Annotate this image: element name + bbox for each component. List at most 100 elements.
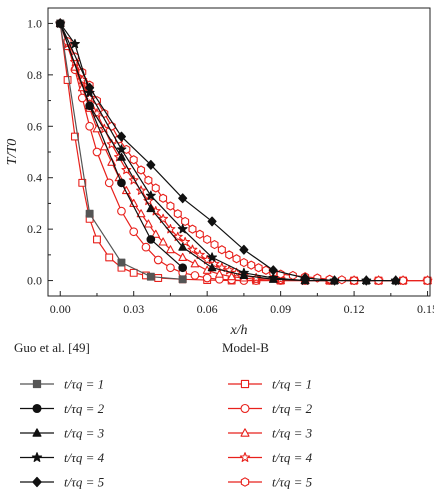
- legend-marker: [240, 428, 250, 437]
- model-b-point: [141, 242, 151, 252]
- model-b-point: [195, 229, 204, 239]
- model-b-point: [180, 236, 191, 247]
- guo-point: [361, 275, 371, 286]
- guo-point: [146, 272, 155, 281]
- x-axis-label: x/h: [229, 323, 247, 338]
- model-b-point: [188, 224, 197, 234]
- model-b-point: [399, 276, 408, 286]
- model-b-point: [129, 155, 138, 165]
- model-b-point: [136, 209, 146, 218]
- model-b-point: [166, 263, 175, 273]
- series-layer: [55, 18, 433, 286]
- guo-series: [55, 18, 401, 286]
- model-b-point: [239, 258, 248, 268]
- legend: Guo et al. [49] t/τq = 1 t/τq = 2 t/τq = 3 t…: [14, 340, 313, 490]
- guo-point: [178, 263, 188, 273]
- legend-marker: [239, 452, 251, 462]
- model-b-series: [55, 19, 432, 285]
- model-b-point: [254, 263, 263, 273]
- legend-marker: [32, 476, 42, 488]
- model-b-point: [166, 245, 175, 254]
- legend-group-title: Guo et al. [49]: [14, 340, 90, 355]
- guo-point: [145, 190, 156, 200]
- guo-point: [116, 131, 127, 142]
- model-b-point: [144, 219, 153, 228]
- axes: 0.00 0.03 0.06 0.09 0.12 0.15 0.0 0.2 0.4 0.6 0.8 1…: [5, 7, 434, 338]
- guo-point: [85, 101, 94, 110]
- guo-point: [146, 204, 156, 213]
- model-b-point: [117, 206, 126, 216]
- y-tick-label: 0.8: [27, 68, 42, 82]
- guo-series-line: [59, 23, 396, 282]
- model-b-point: [129, 268, 138, 277]
- guo-point: [117, 152, 126, 161]
- model-b-point: [106, 139, 117, 149]
- legend-marker: [32, 428, 42, 437]
- guo-point: [268, 272, 279, 283]
- y-tick-label: 0.4: [27, 171, 42, 185]
- legend-marker: [31, 452, 43, 462]
- model-b-point: [166, 201, 175, 211]
- y-tick-label: 0.6: [27, 119, 42, 133]
- legend-marker: [240, 477, 250, 487]
- model-b-point: [187, 244, 198, 254]
- guo-point: [85, 82, 95, 93]
- model-b-point: [190, 271, 200, 280]
- x-tick-label: 0.09: [270, 302, 291, 316]
- model-b-point: [137, 165, 146, 175]
- model-b-point: [194, 249, 205, 260]
- model-b-point: [158, 213, 169, 224]
- guo-point: [116, 144, 127, 154]
- guo-series: [55, 18, 401, 285]
- model-b-point: [209, 258, 220, 269]
- legend-label: t/τq = 5: [272, 475, 313, 490]
- model-b-point: [85, 121, 94, 131]
- guo-point: [300, 273, 310, 283]
- legend-group-title: Model-B: [222, 340, 269, 355]
- guo-point: [177, 223, 188, 234]
- guo-point: [329, 275, 340, 286]
- model-b-series: [55, 18, 432, 285]
- model-b-series-line: [59, 23, 428, 282]
- guo-point: [178, 275, 187, 284]
- legend-label: t/τq = 2: [64, 401, 105, 416]
- guo-point: [117, 178, 126, 188]
- model-b-series-line: [59, 23, 428, 282]
- y-tick-label: 0.2: [27, 222, 42, 236]
- guo-point: [85, 209, 94, 218]
- guo-point: [146, 159, 156, 170]
- legend-label: t/τq = 3: [64, 426, 105, 441]
- model-b-point: [210, 240, 219, 250]
- guo-point: [207, 252, 217, 262]
- guo-point: [178, 242, 188, 251]
- guo-point: [117, 258, 126, 267]
- model-b-point: [159, 193, 168, 203]
- model-b-point: [423, 276, 432, 286]
- model-b-point: [105, 253, 114, 262]
- model-b-point: [92, 147, 102, 157]
- model-b-point: [128, 175, 139, 185]
- model-b-series-line: [59, 23, 428, 282]
- model-b-point: [151, 229, 161, 238]
- guo-point: [146, 235, 156, 244]
- model-b-point: [202, 273, 212, 283]
- model-b-point: [121, 164, 132, 175]
- guo-point: [391, 275, 401, 286]
- model-b-point: [337, 275, 346, 285]
- model-b-point: [247, 260, 256, 270]
- x-tick-label: 0.00: [50, 302, 71, 316]
- guo-point: [268, 265, 278, 276]
- model-b-point: [217, 245, 226, 255]
- model-b-point: [93, 235, 101, 244]
- legend-label: t/τq = 1: [272, 377, 312, 392]
- y-axis-label: T/T0: [5, 139, 20, 165]
- model-b-series: [56, 19, 432, 285]
- legend-marker: [240, 403, 250, 414]
- legend-label: t/τq = 1: [64, 377, 104, 392]
- guo-point: [178, 193, 188, 204]
- legend-label: t/τq = 4: [272, 450, 313, 465]
- model-b-point: [178, 252, 188, 261]
- model-b-point: [203, 234, 212, 244]
- model-b-point: [172, 231, 183, 242]
- legend-label: t/τq = 2: [272, 401, 313, 416]
